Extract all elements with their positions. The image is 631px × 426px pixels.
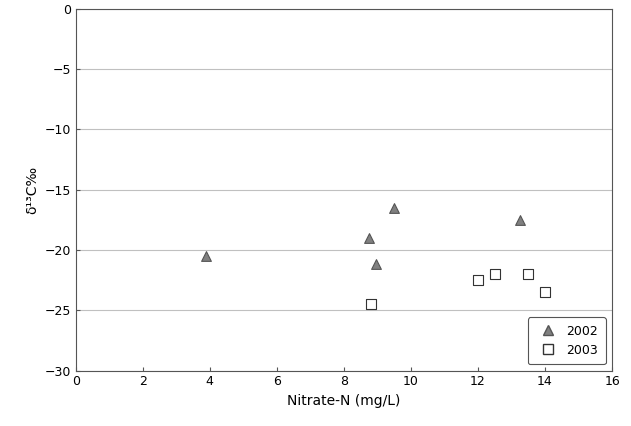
X-axis label: Nitrate-N (mg/L): Nitrate-N (mg/L)	[287, 394, 401, 408]
2003	[473, 277, 483, 284]
2003	[523, 271, 533, 277]
Legend: 2002, 2003: 2002, 2003	[528, 317, 606, 364]
Y-axis label: δ¹³C‰: δ¹³C‰	[25, 166, 39, 213]
2003	[490, 271, 500, 277]
2002	[389, 204, 399, 211]
2002	[364, 234, 374, 241]
2002	[370, 261, 380, 268]
2003	[540, 289, 550, 296]
2003	[366, 301, 376, 308]
2002	[515, 216, 525, 223]
2002	[201, 253, 211, 259]
